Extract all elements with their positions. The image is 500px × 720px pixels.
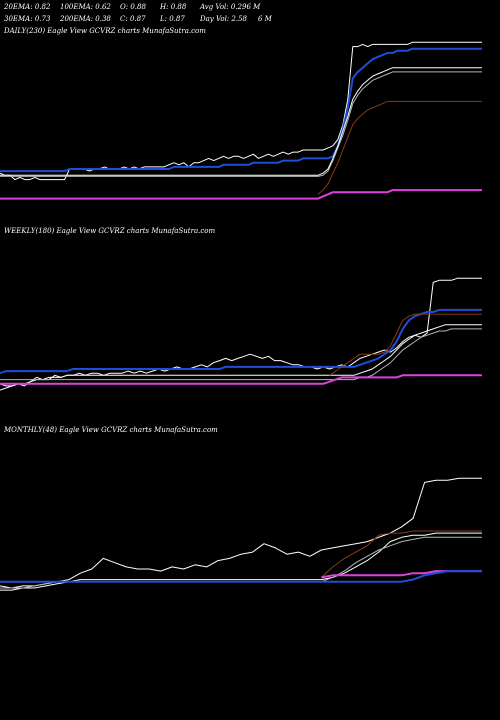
avgvol-value: Avg Vol: 0.296 M	[200, 3, 261, 11]
daily-ema-magenta-line	[0, 189, 482, 200]
daily-ema-white-line	[0, 67, 482, 176]
weekly-chart	[0, 236, 500, 426]
ema100-value: 100EMA: 0.62	[60, 3, 111, 11]
dayvol-unit: 6 M	[258, 15, 272, 23]
daily-chart-svg	[0, 41, 482, 200]
monthly-chart-svg	[0, 477, 482, 591]
monthly-ema-blue-line	[0, 570, 482, 583]
weekly-chart-label: WEEKLY(180) Eagle View GCVRZ charts Muna…	[4, 227, 216, 235]
weekly-ema-brown-line	[329, 313, 482, 376]
monthly-ema-white-line	[0, 532, 482, 591]
weekly-chart-svg	[0, 277, 482, 391]
ema20-value: 20EMA: 0.82	[4, 3, 51, 11]
close-value: C: 0.87	[120, 15, 146, 23]
open-value: O: 0.88	[120, 3, 146, 11]
weekly-price-line	[0, 277, 482, 387]
daily-chart-label: DAILY(230) Eagle View GCVRZ charts Munaf…	[4, 27, 206, 35]
high-value: H: 0.88	[160, 3, 187, 11]
ema200-value: 200EMA: 0.38	[60, 15, 111, 23]
weekly-ema-magenta-line	[0, 374, 482, 385]
monthly-chart-label: MONTHLY(48) Eagle View GCVRZ charts Muna…	[4, 426, 218, 434]
ema30-value: 30EMA: 0.73	[4, 15, 51, 23]
daily-ema-grey-line	[0, 71, 482, 177]
monthly-chart	[0, 436, 500, 626]
daily-price-line	[0, 41, 482, 181]
daily-ema-blue-line	[0, 47, 482, 173]
weekly-ema-blue-line	[0, 308, 482, 375]
daily-chart	[0, 36, 500, 226]
low-value: L: 0.87	[160, 15, 185, 23]
monthly-price-line	[0, 477, 482, 589]
dayvol-value: Day Vol: 2.58	[200, 15, 248, 23]
monthly-ema-brown-line	[320, 530, 482, 578]
daily-ema-brown-line	[317, 100, 482, 195]
weekly-ema-grey-line	[0, 328, 482, 381]
weekly-ema-white-line	[0, 324, 482, 391]
